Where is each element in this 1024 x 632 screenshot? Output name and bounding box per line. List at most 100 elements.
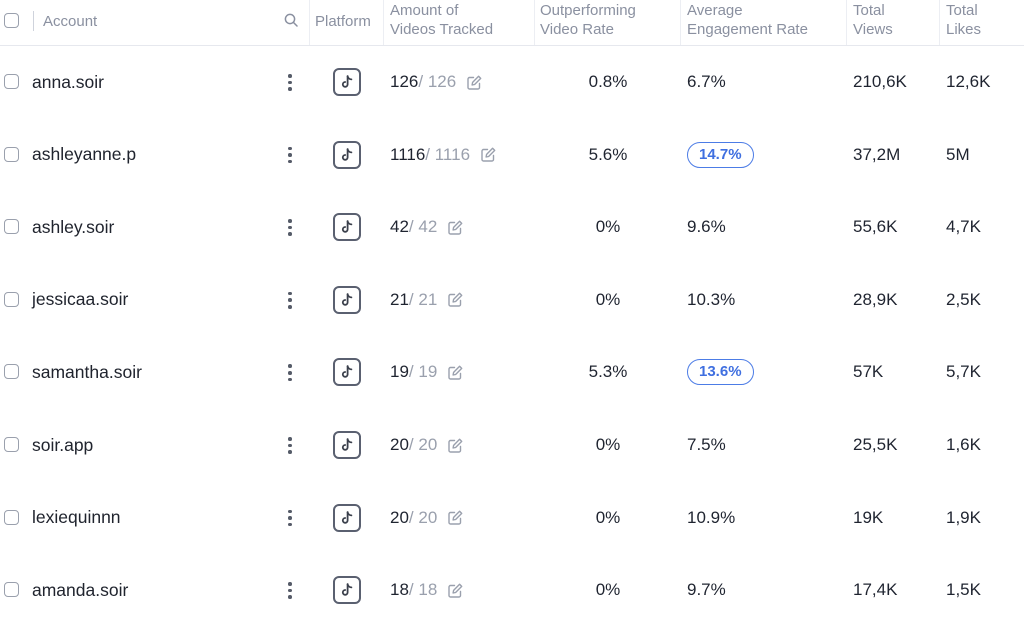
total-likes: 12,6K: [946, 72, 991, 91]
account-name[interactable]: lexiequinnn: [32, 507, 121, 528]
total-likes: 1,9K: [946, 507, 981, 527]
outperforming-rate: 5.3%: [588, 362, 628, 382]
kebab-menu-icon[interactable]: [286, 74, 294, 92]
column-divider: [309, 0, 310, 45]
engagement-rate-badge: 14.7%: [687, 141, 754, 168]
account-name[interactable]: ashley.soir: [32, 216, 115, 237]
row-checkbox[interactable]: [4, 291, 19, 307]
column-divider: [846, 0, 847, 45]
edit-icon[interactable]: [447, 219, 464, 236]
total-views: 57K: [853, 362, 884, 382]
outperforming-rate: 0.8%: [588, 72, 628, 91]
outperforming-rate: 0%: [595, 435, 621, 454]
edit-icon[interactable]: [447, 509, 464, 526]
total-likes: 1,5K: [946, 580, 981, 600]
outperforming-rate: 0%: [595, 507, 621, 527]
engagement-rate-cell: 9.6%: [687, 191, 726, 263]
edit-icon[interactable]: [466, 74, 483, 91]
kebab-menu-icon[interactable]: [286, 291, 294, 310]
table-row[interactable]: amanda.soir 18/ 18 0% 9.7% 17,4K 1,5K: [0, 554, 1024, 626]
total-likes: 2,5K: [946, 289, 981, 309]
kebab-menu-icon[interactable]: [286, 582, 294, 600]
edit-icon[interactable]: [480, 146, 497, 163]
total-likes: 5,7K: [946, 362, 981, 382]
total-likes: 1,6K: [946, 435, 981, 454]
kebab-menu-icon[interactable]: [286, 219, 294, 237]
table-row[interactable]: soir.app 20/ 20 0% 7.5% 25,5K 1,6K: [0, 409, 1024, 481]
kebab-menu-icon[interactable]: [286, 437, 294, 455]
tracked-count: 42: [390, 217, 409, 237]
outperforming-column-header[interactable]: Outperforming Video Rate: [540, 2, 636, 38]
row-checkbox[interactable]: [4, 146, 19, 162]
table-row[interactable]: ashley.soir 42/ 42 0% 9.6% 55,6K 4,7K: [0, 191, 1024, 263]
outperforming-rate: 0%: [595, 289, 621, 309]
edit-icon[interactable]: [447, 437, 464, 454]
edit-icon[interactable]: [447, 291, 464, 308]
videos-tracked: 1116/ 1116: [390, 119, 497, 191]
search-icon[interactable]: [284, 13, 298, 32]
outperforming-rate: 0%: [595, 217, 621, 237]
column-divider: [680, 0, 681, 45]
row-checkbox[interactable]: [4, 582, 19, 598]
select-all-checkbox[interactable]: [4, 13, 19, 28]
total-views: 28,9K: [853, 289, 898, 309]
total-views: 55,6K: [853, 217, 898, 237]
tiktok-icon: [333, 68, 361, 96]
engagement-rate: 7.5%: [687, 435, 726, 454]
account-name[interactable]: amanda.soir: [32, 579, 129, 600]
total-views: 37,2M: [853, 144, 901, 164]
platform-column-header[interactable]: Platform: [315, 13, 371, 30]
tracked-count: 20: [390, 435, 409, 454]
table-row[interactable]: ashleyanne.p 1116/ 1116 5.6% 14.7% 37,2M…: [0, 119, 1024, 191]
account-name[interactable]: jessicaa.soir: [32, 289, 129, 310]
table-row[interactable]: lexiequinnn 20/ 20 0% 10.9% 19K 1,9K: [0, 482, 1024, 554]
kebab-menu-icon[interactable]: [286, 364, 294, 382]
total-likes: 5M: [946, 144, 970, 164]
row-checkbox[interactable]: [4, 437, 19, 452]
table-row[interactable]: jessicaa.soir 21/ 21 0% 10.3% 28,9K 2,5K: [0, 264, 1024, 336]
row-checkbox[interactable]: [4, 364, 19, 380]
tracked-column-header[interactable]: Amount of Videos Tracked: [390, 2, 494, 38]
kebab-menu-icon[interactable]: [286, 146, 294, 165]
engagement-rate-cell: 14.7%: [687, 119, 754, 191]
row-checkbox[interactable]: [4, 219, 19, 235]
account-name[interactable]: samantha.soir: [32, 361, 142, 382]
views-column-header[interactable]: Total Views: [853, 2, 893, 38]
engagement-rate: 9.6%: [687, 217, 726, 237]
table-row[interactable]: anna.soir 126/ 126 0.8% 6.7% 210,6K 12,6…: [0, 46, 1024, 118]
total-views: 17,4K: [853, 580, 898, 600]
engagement-rate-cell: 9.7%: [687, 554, 726, 626]
column-divider: [939, 0, 940, 45]
edit-icon[interactable]: [447, 582, 464, 599]
tracked-total: / 42: [408, 217, 438, 237]
account-name[interactable]: ashleyanne.p: [32, 144, 137, 165]
tiktok-icon: [333, 503, 361, 532]
engagement-column-header[interactable]: Average Engagement Rate: [687, 2, 808, 38]
row-checkbox[interactable]: [4, 509, 19, 525]
likes-column-header[interactable]: Total Likes: [946, 2, 982, 38]
table-row[interactable]: samantha.soir 19/ 19 5.3% 13.6% 57K 5,7K: [0, 336, 1024, 408]
engagement-rate-cell: 6.7%: [687, 46, 726, 118]
videos-tracked: 20/ 20: [390, 482, 464, 554]
tracked-total: / 20: [408, 507, 438, 527]
engagement-rate-cell: 13.6%: [687, 336, 754, 408]
tracked-total: / 126: [418, 72, 457, 91]
tracked-total: / 21: [408, 289, 438, 309]
total-likes: 4,7K: [946, 217, 981, 237]
tracked-count: 21: [390, 289, 409, 309]
engagement-rate-cell: 10.3%: [687, 264, 735, 336]
tiktok-icon: [333, 358, 361, 387]
row-checkbox[interactable]: [4, 74, 19, 89]
tracked-total: / 20: [408, 435, 438, 454]
tracked-count: 126: [390, 72, 419, 91]
total-views: 19K: [853, 507, 884, 527]
account-name[interactable]: soir.app: [32, 434, 94, 455]
header-separator: [33, 11, 34, 31]
videos-tracked: 18/ 18: [390, 554, 464, 626]
account-column-header[interactable]: Account: [43, 13, 98, 30]
engagement-rate: 9.7%: [687, 580, 726, 600]
tiktok-icon: [333, 285, 361, 314]
account-name[interactable]: anna.soir: [32, 71, 104, 92]
edit-icon[interactable]: [447, 364, 464, 381]
kebab-menu-icon[interactable]: [286, 509, 294, 528]
